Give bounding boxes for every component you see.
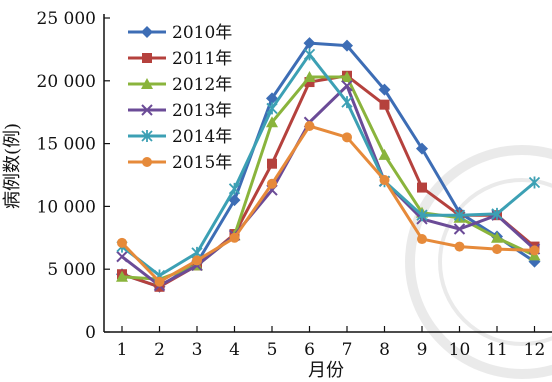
legend-label: 2011年 [172, 49, 232, 69]
data-point [304, 77, 315, 88]
data-point [528, 176, 541, 189]
legend-item: 2014年 [128, 127, 232, 147]
legend-swatch-marker [141, 78, 153, 89]
y-tick-label: 5 000 [47, 260, 96, 280]
legend-swatch-marker [141, 130, 153, 142]
data-point [454, 241, 465, 252]
data-point [154, 276, 165, 287]
data-point [453, 209, 466, 222]
data-point [267, 178, 277, 189]
data-point [417, 182, 427, 193]
data-point [266, 102, 278, 115]
plot-area [116, 37, 541, 293]
y-tick-label: 25 000 [37, 9, 96, 29]
legend-item: 2015年 [128, 153, 232, 173]
legend-label: 2015年 [172, 153, 232, 173]
x-tick-label: 5 [267, 340, 278, 360]
data-point [341, 80, 353, 92]
data-point [229, 232, 240, 243]
data-point [116, 250, 128, 263]
data-point [378, 148, 391, 160]
y-axis-title: 病例数(例) [2, 123, 23, 209]
data-point [491, 231, 503, 243]
data-point [416, 209, 428, 222]
legend-item: 2013年 [128, 101, 232, 121]
series-line [120, 124, 535, 284]
series-line [121, 84, 536, 288]
y-tick-label: 10 000 [37, 197, 96, 217]
data-point [303, 71, 316, 83]
x-tick-label: 9 [417, 340, 428, 360]
data-point [266, 92, 278, 105]
series-2015年 [117, 121, 540, 287]
legend-label: 2013年 [172, 101, 232, 121]
legend-swatch-marker [142, 53, 152, 63]
data-point [378, 83, 391, 96]
x-tick-label: 3 [192, 340, 203, 360]
legend-label: 2014年 [172, 127, 232, 147]
legend-item: 2010年 [128, 23, 232, 43]
data-point [379, 99, 390, 110]
x-axis-title: 月份 [308, 360, 344, 381]
data-point [379, 175, 390, 186]
data-point [529, 245, 540, 256]
data-point [266, 116, 278, 128]
data-point [116, 270, 128, 282]
legend-swatch-marker [141, 26, 153, 38]
y-tick-label: 20 000 [37, 72, 96, 92]
data-point [342, 132, 352, 143]
legend-item: 2012年 [128, 75, 232, 95]
x-tick-label: 8 [379, 340, 390, 360]
x-tick-label: 7 [342, 340, 353, 360]
data-point [416, 142, 428, 155]
x-tick-label: 1 [117, 340, 128, 360]
data-point [267, 158, 277, 169]
y-tick-label: 15 000 [37, 135, 96, 155]
data-point [228, 194, 241, 207]
legend-swatch-marker [142, 157, 152, 167]
legend: 2010年 2011年 2012年 2013年 2014年 2015年 [128, 23, 232, 173]
data-point [303, 37, 316, 50]
data-point [192, 255, 202, 266]
series-2014年 [116, 48, 541, 282]
data-point [341, 96, 353, 109]
data-point [453, 223, 466, 235]
x-tick-label: 2 [154, 340, 165, 360]
x-tick-label: 12 [524, 340, 546, 360]
data-point [341, 39, 353, 52]
data-point [304, 121, 315, 132]
legend-label: 2010年 [172, 23, 232, 43]
x-tick-label: 10 [449, 340, 471, 360]
legend-label: 2012年 [172, 75, 232, 95]
watermark-seal [405, 145, 552, 379]
data-point [228, 182, 241, 195]
data-point [417, 234, 427, 245]
legend-item: 2011年 [128, 49, 232, 69]
x-tick-label: 6 [304, 340, 315, 360]
x-tick-label: 11 [486, 340, 508, 360]
data-point [303, 48, 316, 61]
y-tick-label: 0 [85, 323, 96, 343]
data-point [492, 244, 502, 255]
series-line [121, 52, 536, 277]
x-tick-label: 4 [229, 340, 240, 360]
data-point [341, 71, 353, 83]
data-point [491, 207, 503, 220]
data-point [117, 237, 127, 248]
legend-swatch-marker [141, 104, 153, 116]
